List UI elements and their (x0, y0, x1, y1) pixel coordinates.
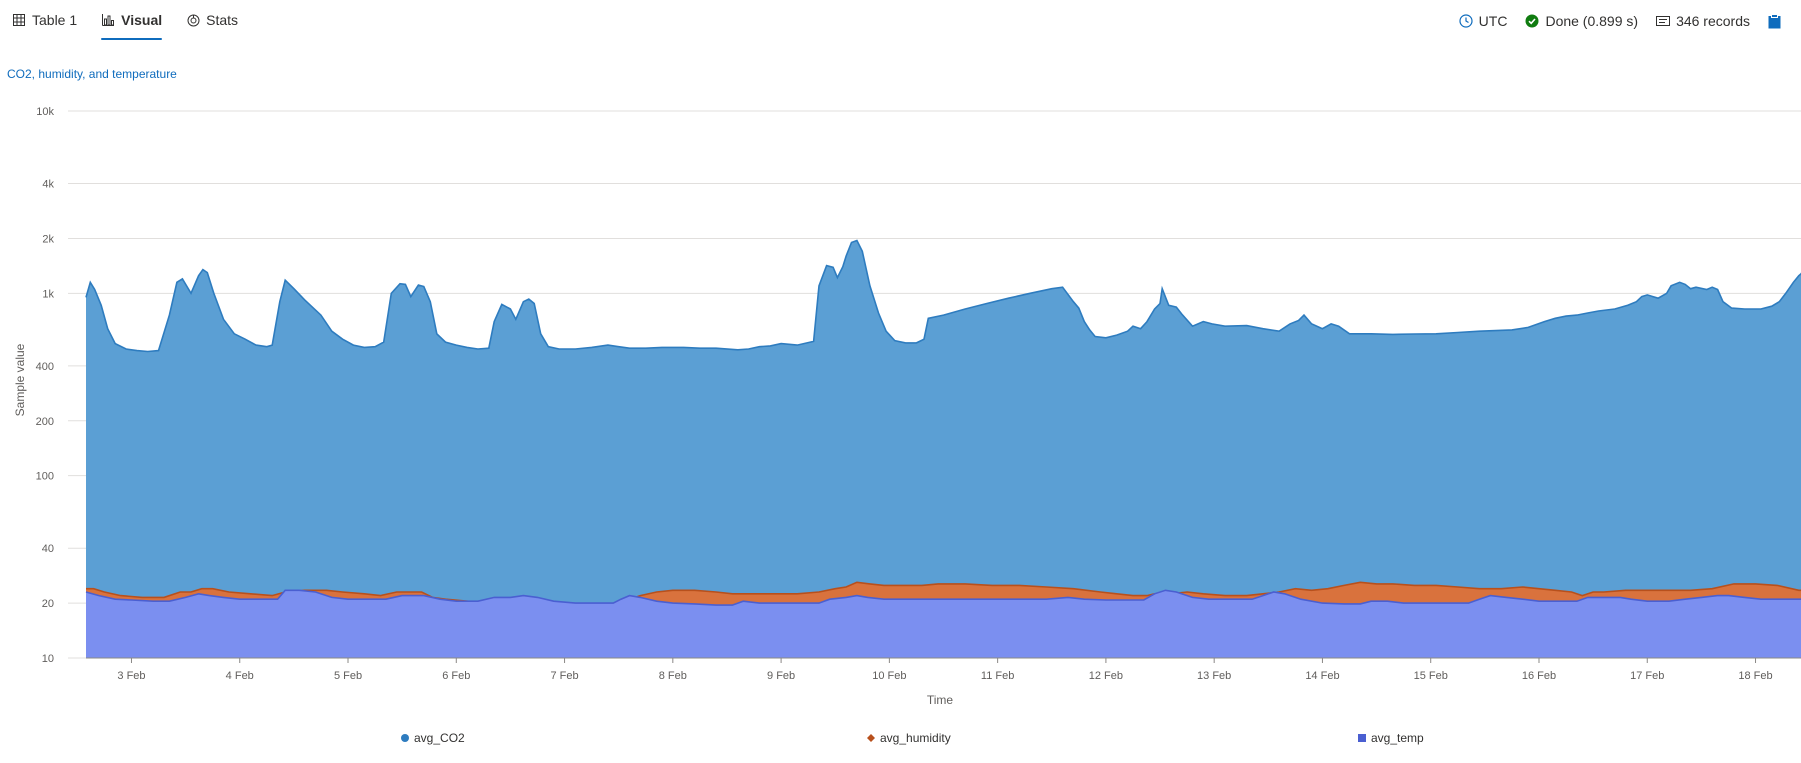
y-tick-label: 100 (36, 471, 54, 483)
circle-marker-icon (401, 734, 409, 742)
tab-visual[interactable]: Visual (89, 0, 174, 40)
line-avg-temp (85, 589, 1801, 606)
result-tabs: Table 1 Visual Stats (0, 0, 250, 44)
timezone-label: UTC (1478, 13, 1508, 29)
legend-item-avg-co2[interactable]: avg_CO2 (400, 731, 465, 745)
tab-label: Visual (121, 12, 163, 28)
tab-table-1[interactable]: Table 1 (0, 0, 89, 40)
y-tick-label: 200 (36, 416, 54, 428)
y-tick-label: 40 (42, 543, 54, 555)
records-label: 346 records (1676, 13, 1750, 29)
area-avg-CO2[interactable] (86, 240, 1801, 659)
legend-item-avg-temp[interactable]: avg_temp (1357, 731, 1424, 745)
x-axis: 3 Feb 4 Feb 5 Feb 6 Feb 7 Feb 8 Feb 9 Feb 10 Fe… (86, 657, 1801, 682)
y-axis-label: Sample value (13, 343, 27, 416)
square-marker-icon (1358, 734, 1366, 742)
line-avg-CO2 (85, 239, 1801, 353)
y-tick-label: 400 (36, 361, 54, 373)
y-tick-label: 1k (42, 288, 54, 300)
x-tick-label: 18 Feb (1738, 670, 1772, 682)
x-tick-label: 10 Feb (872, 670, 906, 682)
bar-chart-icon (101, 13, 115, 27)
x-tick-label: 5 Feb (334, 670, 362, 682)
series-areas (85, 239, 1801, 659)
success-check-icon (1525, 14, 1539, 28)
line-avg-humidity (86, 581, 1801, 606)
tab-label: Stats (206, 12, 239, 28)
table-icon (12, 13, 26, 27)
x-axis-label: Time (927, 693, 954, 707)
x-tick-label: 12 Feb (1089, 670, 1123, 682)
y-tick-label: 10 (42, 653, 54, 665)
x-tick-label: 13 Feb (1197, 670, 1231, 682)
x-tick-label: 15 Feb (1414, 670, 1448, 682)
x-tick-label: 16 Feb (1522, 670, 1556, 682)
timezone-selector[interactable]: UTC (1459, 13, 1508, 29)
x-tick-label: 11 Feb (981, 670, 1014, 682)
query-done-status: Done (0.899 s) (1525, 13, 1638, 29)
stacked-area-chart: 10 20 40 100 200 400 1k 2k 4k 10k 3 Feb 4 Feb 5 Feb… (13, 106, 1801, 707)
x-tick-label: 14 Feb (1305, 670, 1339, 682)
y-tick-label: 10k (36, 106, 54, 118)
x-tick-label: 9 Feb (767, 670, 795, 682)
chart-title: CO2, humidity, and temperature (7, 67, 177, 81)
y-tick-label: 2k (42, 233, 54, 245)
y-tick-label: 20 (42, 598, 54, 610)
tab-stats[interactable]: Stats (174, 0, 250, 40)
y-tick-label: 4k (42, 179, 54, 191)
clipboard-icon (1768, 13, 1781, 29)
x-tick-label: 7 Feb (550, 670, 578, 682)
tab-label: Table 1 (32, 12, 78, 28)
records-count: 346 records (1656, 13, 1750, 29)
x-tick-label: 4 Feb (226, 670, 254, 682)
query-status-bar: UTC Done (0.899 s) 346 records (1441, 0, 1787, 42)
done-label: Done (0.899 s) (1545, 13, 1639, 29)
legend-label: avg_CO2 (414, 731, 465, 745)
area-avg-temp[interactable] (86, 590, 1801, 658)
copy-to-clipboard-button[interactable] (1768, 13, 1787, 29)
x-tick-label: 17 Feb (1630, 670, 1664, 682)
x-tick-label: 3 Feb (117, 670, 145, 682)
stats-icon (186, 13, 200, 27)
legend-label: avg_humidity (880, 731, 951, 745)
x-tick-label: 8 Feb (659, 670, 687, 682)
legend-item-avg-humidity[interactable]: avg_humidity (866, 731, 951, 745)
records-icon (1656, 15, 1671, 27)
legend-label: avg_temp (1371, 731, 1424, 745)
y-axis: 10 20 40 100 200 400 1k 2k 4k 10k (36, 106, 55, 665)
clock-icon (1459, 14, 1473, 28)
x-tick-label: 6 Feb (442, 670, 470, 682)
diamond-marker-icon (867, 734, 875, 742)
